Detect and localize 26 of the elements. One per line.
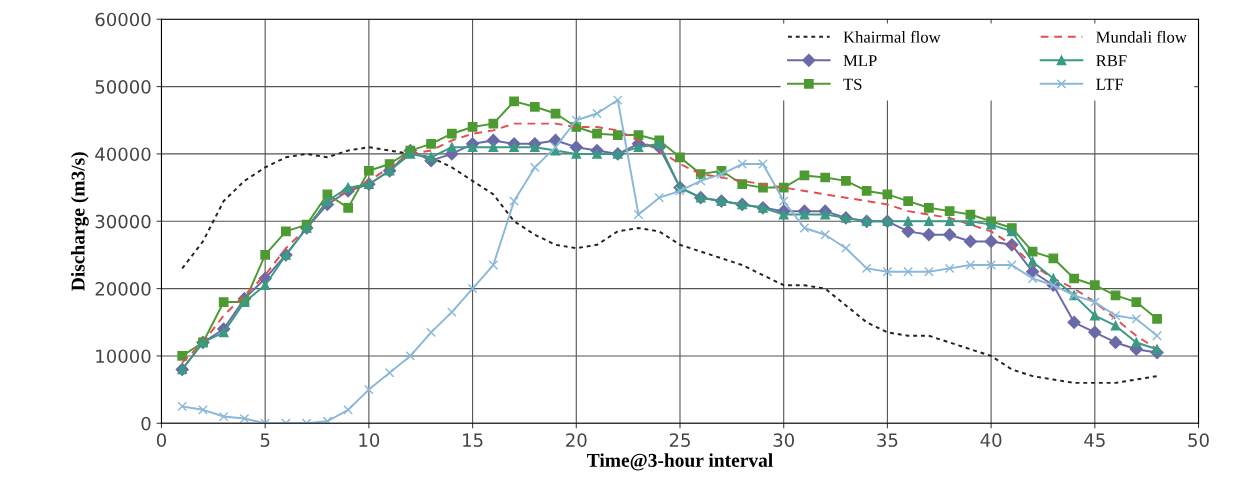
x-tick-label: 5 (260, 433, 270, 447)
x-tick-label: 20 (566, 433, 587, 447)
x-axis-title: Time@3-hour interval (587, 453, 773, 471)
x-tick-label: 30 (773, 433, 794, 447)
legend-label: Khairmal flow (843, 30, 941, 43)
x-tick-label: 45 (1084, 433, 1105, 447)
y-tick-label: 60000 (95, 12, 151, 27)
y-tick-label: 30000 (95, 214, 151, 229)
legend-label: LTF (1096, 78, 1124, 90)
y-tick-label: 40000 (95, 147, 151, 162)
x-tick-label: 50 (1188, 433, 1209, 447)
y-tick-label: 10000 (96, 349, 151, 364)
y-axis-title: Discharge (m3/s) (70, 152, 89, 291)
x-tick-label: 10 (359, 433, 380, 447)
legend-label: TS (843, 78, 862, 90)
x-tick-label: 40 (980, 433, 1002, 447)
x-tick-label: 0 (156, 433, 166, 447)
y-tick-label: 0 (141, 416, 151, 431)
legend-label: MLP (843, 55, 877, 67)
legend-label: RBF (1096, 55, 1127, 67)
x-tick-label: 25 (669, 433, 690, 447)
y-tick-label: 20000 (95, 282, 151, 296)
x-tick-label: 15 (463, 433, 483, 447)
y-tick-label: 50000 (95, 80, 151, 94)
legend-label: Mundali flow (1096, 30, 1187, 43)
x-tick-label: 35 (877, 433, 898, 447)
